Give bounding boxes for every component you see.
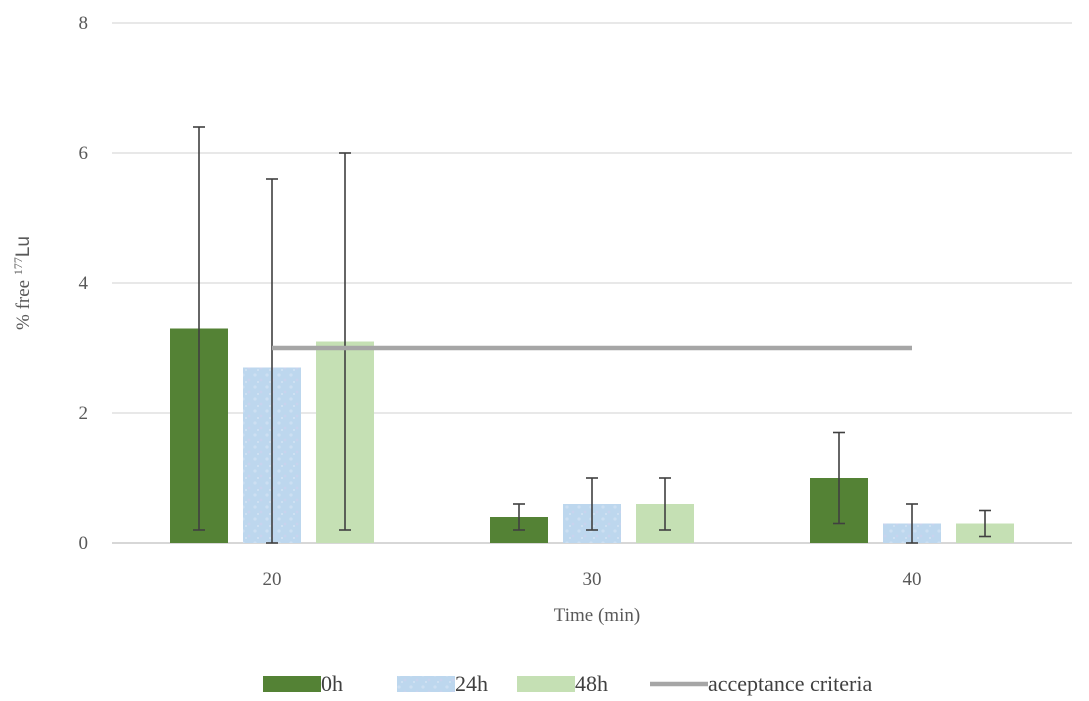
x-tick-label-40: 40: [903, 569, 922, 590]
y-tick-label-2: 2: [79, 403, 89, 424]
y-axis-title-superscript: 177: [11, 257, 25, 275]
legend-swatch-48h: [517, 676, 575, 692]
y-tick-label-6: 6: [79, 143, 89, 164]
legend-label-acceptance-criteria: acceptance criteria: [708, 671, 872, 696]
y-axis-ticks: 0 2 4 6 8: [79, 13, 89, 554]
x-tick-label-30: 30: [583, 569, 602, 590]
error-bars: [193, 126, 991, 544]
y-tick-label-8: 8: [79, 13, 89, 34]
legend-label-0h: 0h: [321, 671, 343, 696]
x-axis-title: Time (min): [554, 605, 640, 626]
y-axis-title-text: % free: [13, 275, 34, 330]
legend-label-48h: 48h: [575, 671, 608, 696]
y-tick-label-4: 4: [79, 273, 89, 294]
x-axis-ticks: 20 30 40: [263, 569, 922, 590]
y-axis-title: % free 177Lu: [11, 236, 34, 330]
y-axis-title-suffix: Lu: [13, 236, 34, 257]
legend: 0h 24h 48h acceptance criteria: [263, 671, 872, 696]
legend-label-24h: 24h: [455, 671, 488, 696]
y-tick-label-0: 0: [79, 533, 89, 554]
x-tick-label-20: 20: [263, 569, 282, 590]
legend-swatch-24h: [397, 676, 455, 692]
legend-swatch-0h: [263, 676, 321, 692]
